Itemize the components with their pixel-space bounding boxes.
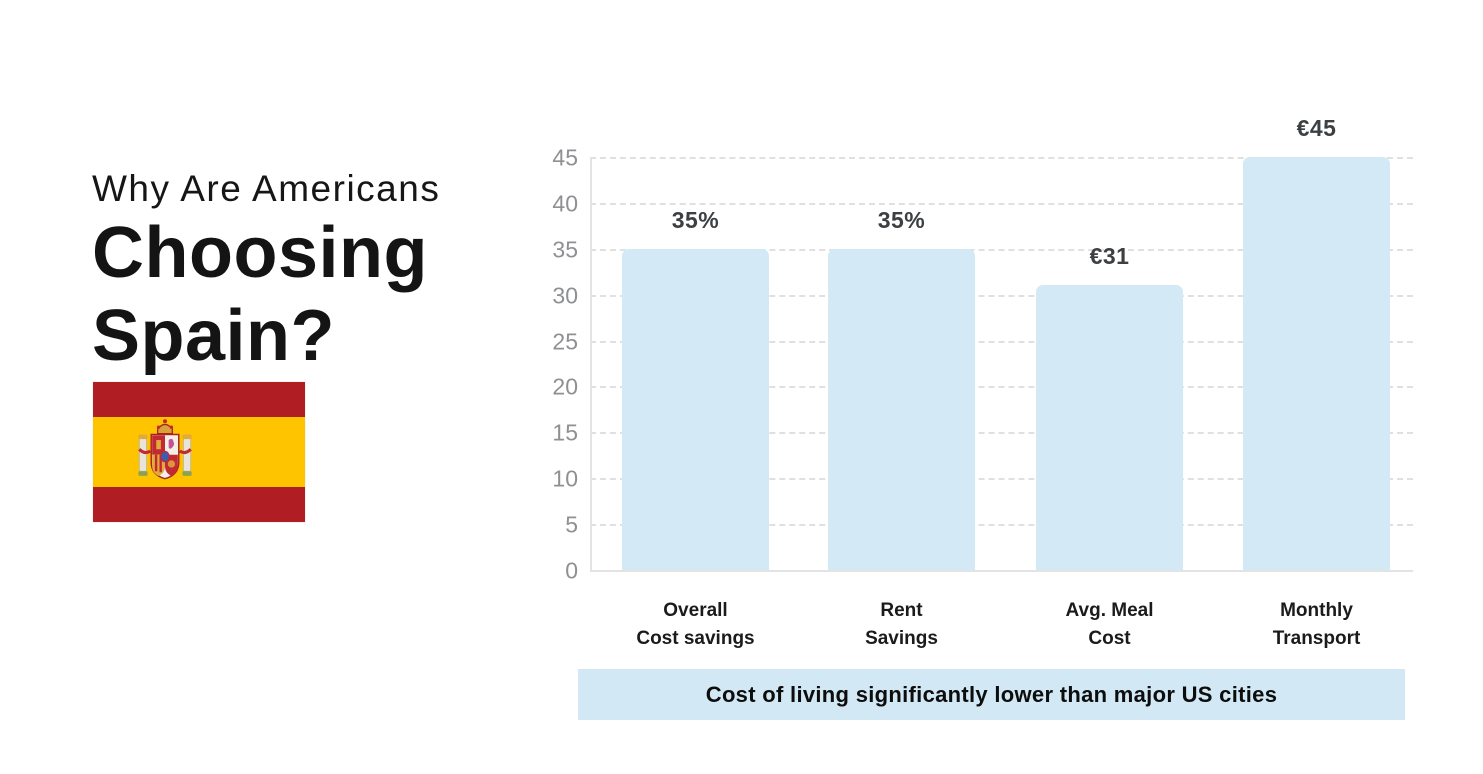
category-label-line: Overall — [663, 600, 728, 621]
gridline-10 — [590, 478, 1413, 481]
category-label-line: Cost — [1088, 628, 1131, 649]
flag-stripe-red-top — [93, 382, 305, 417]
gridline-15 — [590, 432, 1413, 435]
gridline-35 — [590, 248, 1413, 251]
gridline-30 — [590, 294, 1413, 297]
category-label-line: Transport — [1272, 628, 1361, 649]
category-label-2: Rent Savings — [792, 597, 1012, 653]
gridline-40 — [590, 202, 1413, 205]
gridline-20 — [590, 386, 1413, 389]
y-tick-label-30: 30 — [552, 282, 578, 309]
y-tick-label-40: 40 — [552, 190, 578, 217]
category-label-1: Overall Cost savings — [586, 597, 806, 653]
gridline-45 — [590, 157, 1413, 159]
bar-2 — [828, 248, 975, 570]
bar-value-label-2: 35% — [877, 206, 926, 233]
category-label-line: Avg. Meal — [1065, 600, 1154, 621]
bar-value-label-4: €45 — [1296, 115, 1337, 141]
y-tick-label-10: 10 — [552, 465, 578, 492]
gridline-25 — [590, 340, 1413, 343]
category-label-4: Monthly Transport — [1207, 597, 1427, 653]
category-label-line: Rent — [880, 600, 923, 621]
bar-value-label-1: 35% — [671, 206, 720, 233]
category-label-3: Avg. Meal Cost — [1000, 597, 1220, 653]
category-label-line: Monthly — [1280, 600, 1353, 621]
category-label-line: Savings — [865, 628, 938, 649]
y-axis-line — [590, 157, 592, 571]
bar-3 — [1036, 285, 1183, 570]
bar-4 — [1243, 157, 1390, 570]
y-tick-label-25: 25 — [552, 328, 578, 355]
bar-value-label-3: €31 — [1089, 243, 1130, 270]
title-line-3: Spain? — [92, 296, 336, 376]
caption-banner: Cost of living significantly lower than … — [578, 669, 1405, 720]
spain-coat-of-arms-icon — [138, 419, 192, 480]
y-tick-label-45: 45 — [552, 144, 578, 171]
x-axis-line — [590, 570, 1413, 572]
title-line-2: Choosing — [92, 213, 428, 293]
title-block: Why Are Americans Choosing Spain? — [92, 166, 440, 378]
y-tick-label-20: 20 — [552, 373, 578, 400]
category-label-line: Cost savings — [636, 628, 755, 649]
flag-stripe-red-bottom — [93, 487, 305, 522]
title-line-1: Why Are Americans — [92, 168, 441, 209]
bar-1 — [622, 248, 769, 570]
y-tick-label-15: 15 — [552, 419, 578, 446]
gridline-5 — [590, 524, 1413, 527]
y-tick-label-35: 35 — [552, 236, 578, 263]
flag-stripe-yellow — [93, 417, 305, 487]
y-tick-label-0: 0 — [565, 557, 578, 584]
y-tick-label-5: 5 — [565, 511, 578, 538]
spain-flag-icon — [93, 382, 305, 522]
